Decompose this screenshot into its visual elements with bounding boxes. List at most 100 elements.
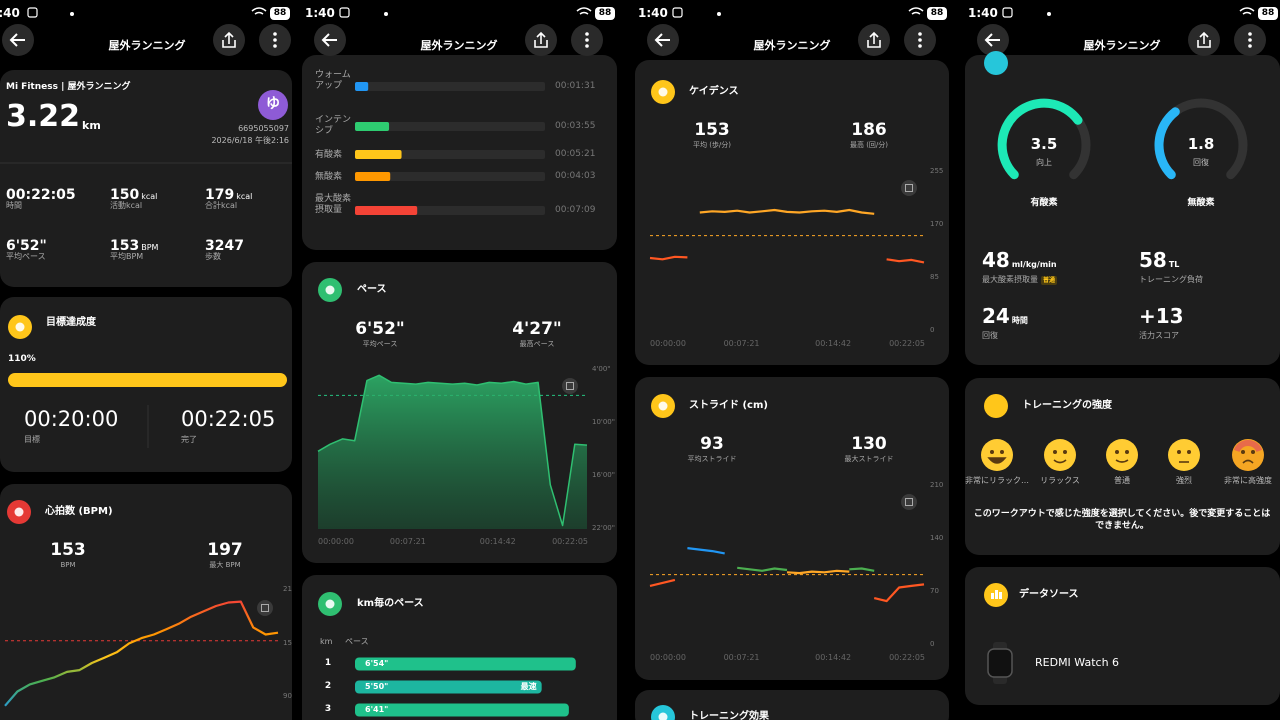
- wifi-icon: [251, 7, 267, 15]
- emoji-face[interactable]: [1044, 439, 1076, 471]
- heart-icon-glyph: [14, 507, 24, 517]
- value: +13: [1139, 304, 1184, 328]
- options: 強烈: [1176, 475, 1192, 485]
- label: 歩数: [205, 252, 221, 262]
- emoji-mouth: [1053, 459, 1067, 464]
- more-dot: [918, 44, 922, 48]
- card: [965, 567, 1280, 705]
- label: 時間: [6, 201, 22, 211]
- share-glyph: [534, 31, 548, 48]
- data-source-glyph: [991, 593, 994, 599]
- metric: 48 ml/kg/min: [982, 250, 1057, 270]
- more-dot: [273, 38, 277, 42]
- data-source-glyph: [999, 592, 1002, 599]
- battery: [595, 7, 615, 20]
- expand-button[interactable]: [257, 600, 273, 616]
- emoji-eye: [1241, 450, 1245, 454]
- card: [0, 70, 292, 287]
- gauge-value: [1154, 107, 1180, 180]
- goal-progress-bar: [8, 373, 287, 387]
- intensity-icon: [984, 394, 1008, 418]
- label: 合計kcal: [205, 201, 238, 211]
- effect-icon: [984, 51, 1008, 75]
- yticks: 0: [930, 326, 935, 335]
- notification-dot: [70, 12, 74, 16]
- emoji-face[interactable]: [1106, 439, 1138, 471]
- unit: kcal: [141, 192, 158, 202]
- zone-track: [355, 82, 545, 91]
- gauge-value: [997, 98, 1083, 180]
- pace-icon-glyph: [325, 285, 335, 295]
- zone-track: [355, 172, 545, 181]
- stat: 186: [851, 121, 887, 139]
- more-dot: [273, 44, 277, 48]
- distance: 3.22: [6, 98, 81, 134]
- emoji-eye: [990, 450, 994, 454]
- km-pace-bar: [355, 657, 576, 671]
- stat: 4'27": [512, 320, 562, 338]
- prompt: このワークアウトで感じた強度を選択してください。後で変更することはできません。: [973, 509, 1271, 532]
- label: 平均ストライド: [687, 455, 737, 464]
- back-arrow: [321, 33, 337, 47]
- stat: 00:22:05: [6, 186, 76, 202]
- more-dot: [918, 38, 922, 42]
- time: 1:40: [305, 6, 335, 21]
- value: 00:22:05: [6, 187, 76, 204]
- label: 最高 (回/分): [849, 141, 889, 150]
- zone-track: [355, 150, 545, 159]
- time: 1:40: [968, 6, 998, 21]
- title: 屋外ランニング: [1083, 38, 1161, 52]
- expand-glyph: [905, 498, 913, 506]
- emoji-face[interactable]: [981, 439, 1013, 471]
- col-km: km: [320, 636, 333, 646]
- screen-pace: 1:40 88 屋外ランニング ウォームアップ 00:01:31 インテンシブ 00:03:…: [302, 0, 617, 720]
- series-line: [737, 566, 788, 572]
- value: 6'52": [355, 318, 405, 339]
- title: データソース: [1019, 588, 1079, 600]
- value: 150: [110, 187, 140, 204]
- title: 屋外ランニング: [108, 38, 186, 52]
- label: 00:00:00: [650, 652, 686, 662]
- stat: 3247: [205, 237, 244, 253]
- time: 00:07:09: [555, 205, 596, 216]
- series-line: [849, 567, 875, 572]
- label: トレーニング負荷: [1139, 274, 1203, 284]
- label: 平均ペース: [6, 252, 46, 262]
- value: 153: [50, 539, 86, 560]
- title: ペース: [357, 283, 387, 295]
- series-line: [317, 374, 588, 527]
- avatar: ゆ: [266, 96, 280, 113]
- badge: 最速: [520, 681, 537, 691]
- emoji-eye: [1053, 450, 1057, 454]
- screen-cadence: 1:40 88 屋外ランニング ケイデンス 153 平均 (歩/分) 186 最高 (回/分)…: [635, 0, 949, 720]
- title: ケイデンス: [689, 85, 739, 97]
- more-dot: [273, 32, 277, 36]
- emoji-face[interactable]: [1168, 439, 1200, 471]
- options: 非常に高強度: [1224, 475, 1272, 485]
- emoji-eye: [1177, 450, 1181, 454]
- value: 153: [110, 238, 140, 255]
- unit: BPM: [141, 243, 159, 253]
- expand-button[interactable]: [901, 180, 917, 196]
- label: BPM: [60, 561, 76, 570]
- battery: [1258, 7, 1278, 20]
- name: ウォームアップ: [315, 70, 351, 92]
- metric: +13: [1139, 306, 1184, 326]
- series-line: [886, 258, 925, 264]
- label: 最高ペース: [519, 340, 555, 349]
- value: 58: [1139, 248, 1167, 272]
- zone-track: [355, 122, 545, 131]
- avatar[interactable]: [258, 90, 288, 120]
- km-pace-bar: [355, 680, 542, 694]
- goal-icon-glyph: [15, 322, 25, 332]
- title: トレーニングの強度: [1022, 399, 1112, 411]
- battery: [270, 7, 290, 20]
- expand-button[interactable]: [562, 378, 578, 394]
- stat: 197: [207, 541, 243, 559]
- expand-button[interactable]: [901, 494, 917, 510]
- km: 3: [324, 704, 332, 715]
- card: [0, 484, 292, 720]
- status-icons: [27, 7, 38, 18]
- percent: 110%: [8, 354, 36, 365]
